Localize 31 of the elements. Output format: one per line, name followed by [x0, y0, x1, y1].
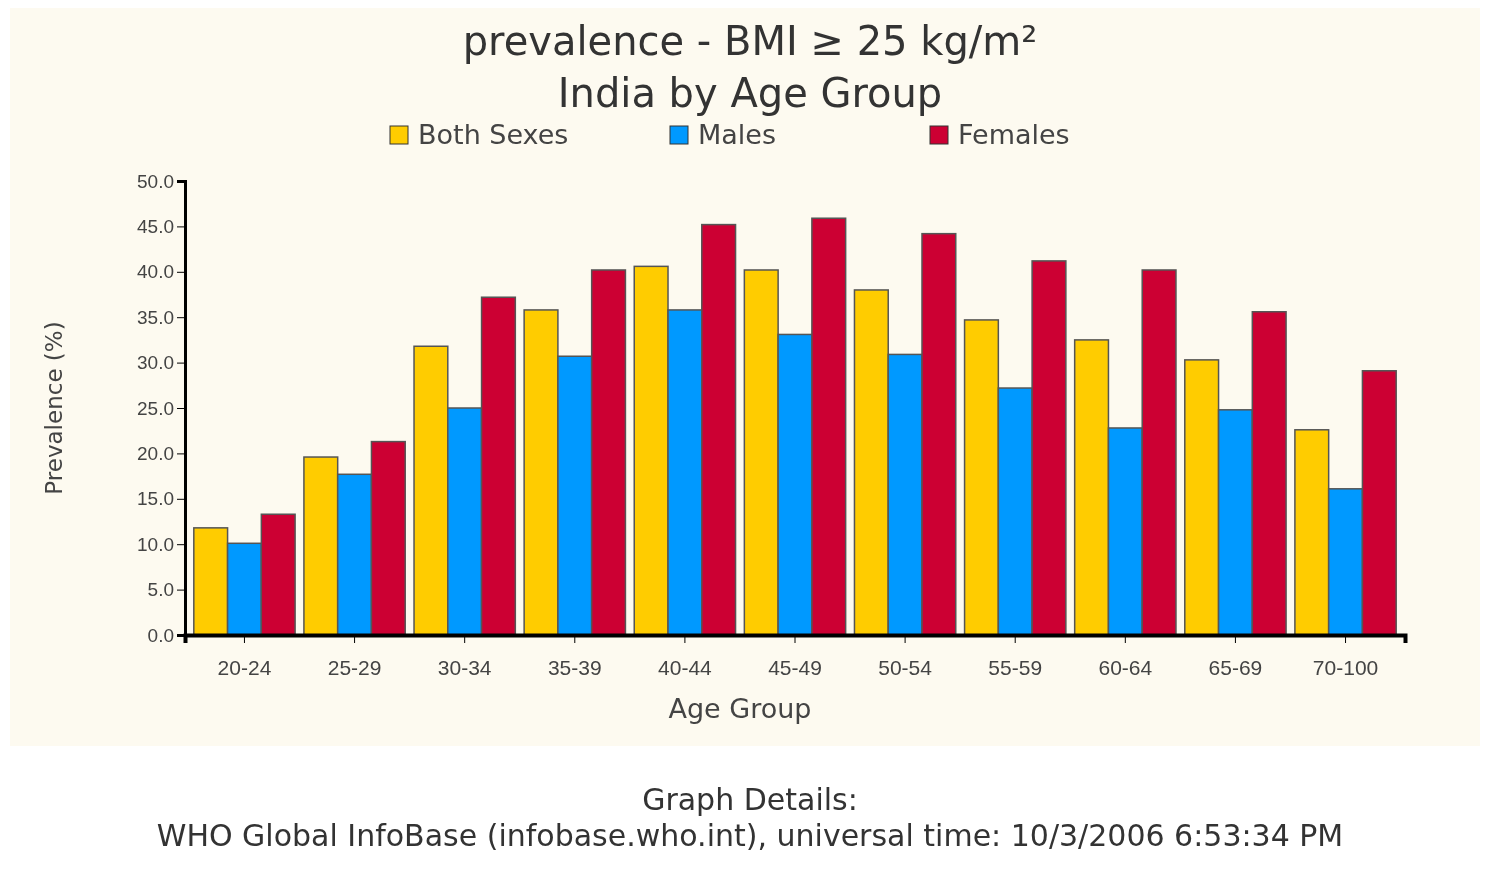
y-tick-label: 20.0	[137, 442, 174, 464]
y-tick-label: 15.0	[137, 488, 174, 510]
y-tick-label: 50.0	[137, 170, 174, 192]
legend-label: Females	[958, 119, 1070, 150]
x-tick-label: 35-39	[547, 656, 602, 680]
x-tick-label: 30-34	[437, 656, 492, 680]
text: WHO Global InfoBase (infobase.who.int), universal time: 10/3/2006 6:53:34 PM	[156, 818, 1344, 853]
y-tick-label: 25.0	[137, 397, 174, 419]
y-axis-title: Prevalence (%)	[41, 321, 67, 495]
x-tick-label: 45-49	[768, 656, 822, 680]
text: Graph Details:	[642, 782, 858, 817]
y-tick-label: 35.0	[137, 306, 174, 328]
legend-label: Males	[698, 119, 777, 150]
x-tick-label: 25-29	[327, 656, 382, 680]
x-tick-label: 70-100	[1312, 656, 1379, 680]
y-tick-label: 10.0	[137, 533, 174, 555]
y-tick-label: 5.0	[147, 579, 174, 601]
y-tick-label: 30.0	[137, 352, 174, 374]
x-tick-label: 60-64	[1098, 656, 1153, 680]
y-tick-label: 40.0	[137, 261, 174, 283]
x-tick-label: 20-24	[217, 656, 272, 680]
y-tick-label: 45.0	[137, 215, 174, 237]
x-tick-label: 65-69	[1208, 656, 1263, 680]
y-tick-label: 0.0	[147, 624, 174, 646]
chart-title: prevalence - BMI ≥ 25 kg/m²	[462, 18, 1038, 64]
x-tick-label: 40-44	[658, 656, 713, 680]
x-tick-label: 55-59	[988, 656, 1043, 680]
x-axis-title: Age Group	[668, 693, 812, 724]
legend-label: Both Sexes	[418, 119, 569, 150]
chart-subtitle: India by Age Group	[557, 70, 943, 116]
x-tick-label: 50-54	[878, 656, 933, 680]
